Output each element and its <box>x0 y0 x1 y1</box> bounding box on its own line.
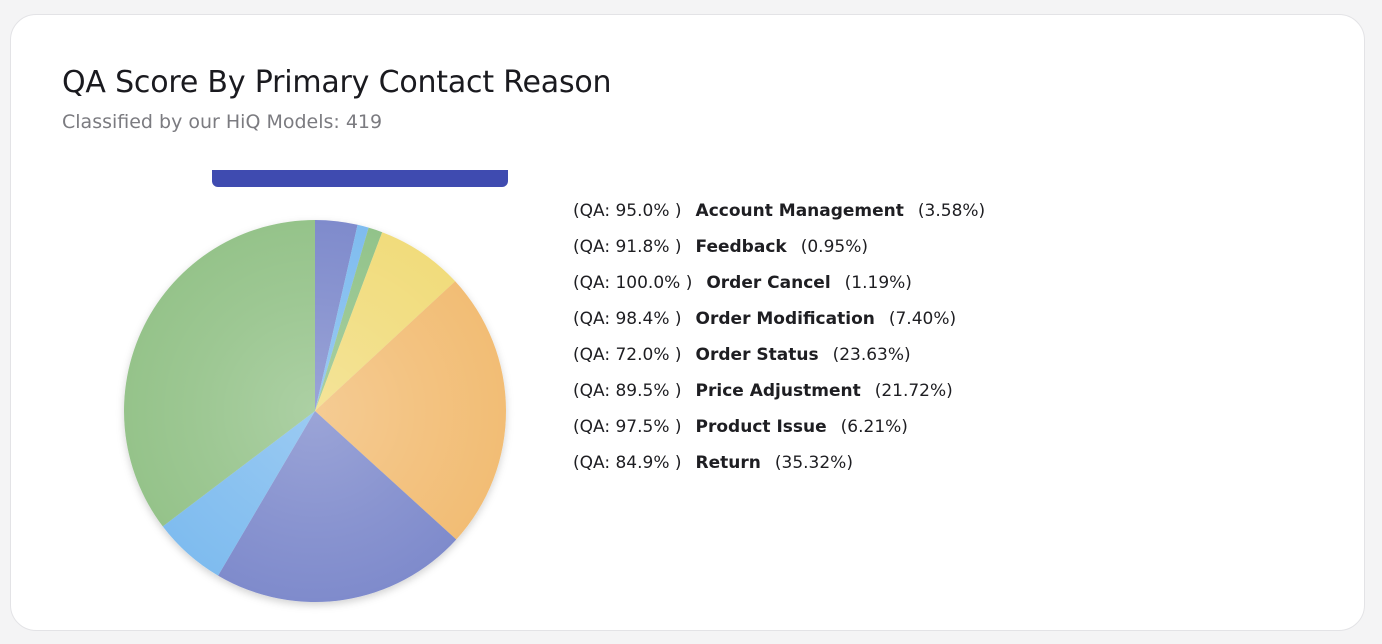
legend-percent: (0.95%) <box>800 237 868 257</box>
legend-qa-score: (QA: 84.9% ) <box>573 453 682 473</box>
legend-item-price-adjustment[interactable]: (QA: 89.5% ) Price Adjustment (21.72%) <box>573 375 985 411</box>
legend-qa-score: (QA: 91.8% ) <box>573 237 682 257</box>
legend-qa-score: (QA: 72.0% ) <box>573 345 682 365</box>
legend-category-name: Product Issue <box>695 417 827 437</box>
legend-qa-score: (QA: 97.5% ) <box>573 417 682 437</box>
legend-category-name: Feedback <box>695 237 787 257</box>
legend-category-name: Order Cancel <box>706 273 831 293</box>
legend-item-return[interactable]: (QA: 84.9% ) Return (35.32%) <box>573 447 985 483</box>
legend-qa-score: (QA: 100.0% ) <box>573 273 693 293</box>
legend-item-order-modification[interactable]: (QA: 98.4% ) Order Modification (7.40%) <box>573 303 985 339</box>
legend-percent: (7.40%) <box>888 309 957 329</box>
card-title: QA Score By Primary Contact Reason <box>62 65 612 100</box>
legend-qa-score: (QA: 95.0% ) <box>573 201 682 221</box>
legend-category-name: Account Management <box>695 201 904 221</box>
pie-chart <box>124 220 506 602</box>
legend-category-name: Order Modification <box>695 309 875 329</box>
legend-qa-score: (QA: 98.4% ) <box>573 309 682 329</box>
legend-percent: (6.21%) <box>840 417 908 437</box>
legend-percent: (1.19%) <box>844 273 912 293</box>
qa-score-card: QA Score By Primary Contact Reason Class… <box>10 14 1365 631</box>
card-subtitle: Classified by our HiQ Models: 419 <box>62 111 383 133</box>
legend-percent: (23.63%) <box>832 345 911 365</box>
legend-category-name: Price Adjustment <box>695 381 861 401</box>
chart-legend: (QA: 95.0% ) Account Management (3.58%) (QA… <box>573 195 985 483</box>
legend-category-name: Order Status <box>695 345 819 365</box>
legend-qa-score: (QA: 89.5% ) <box>573 381 682 401</box>
legend-percent: (21.72%) <box>874 381 953 401</box>
legend-item-feedback[interactable]: (QA: 91.8% ) Feedback (0.95%) <box>573 231 985 267</box>
legend-category-name: Return <box>695 453 761 473</box>
chart-tooltip <box>212 170 508 187</box>
legend-item-order-status[interactable]: (QA: 72.0% ) Order Status (23.63%) <box>573 339 985 375</box>
legend-item-account-management[interactable]: (QA: 95.0% ) Account Management (3.58%) <box>573 195 985 231</box>
legend-percent: (3.58%) <box>917 201 986 221</box>
legend-item-order-cancel[interactable]: (QA: 100.0% ) Order Cancel (1.19%) <box>573 267 985 303</box>
legend-item-product-issue[interactable]: (QA: 97.5% ) Product Issue (6.21%) <box>573 411 985 447</box>
legend-percent: (35.32%) <box>774 453 853 473</box>
